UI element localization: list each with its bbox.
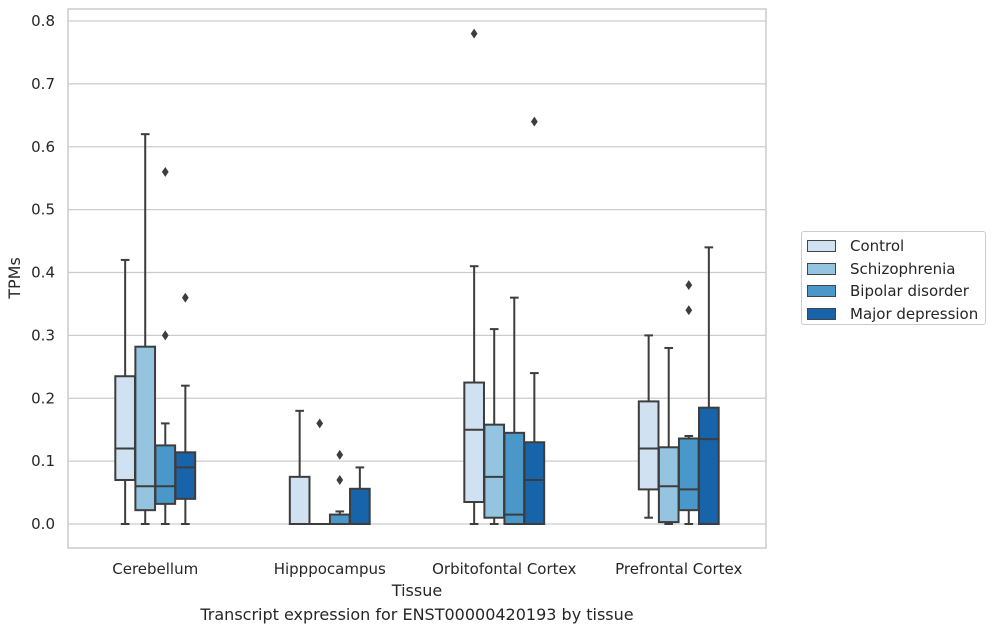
iqr-box — [154, 444, 177, 505]
legend-label-major-depression: Major depression — [850, 305, 979, 324]
box-control-cerebellum — [114, 258, 136, 525]
iqr-box — [657, 446, 680, 524]
iqr-box — [483, 423, 506, 519]
axis-ticks: 0.0 0.1 0.2 0.3 0.4 0.5 0.6 0.7 0.8 Cerebellum Hip… — [31, 12, 742, 578]
legend: Control Schizophrenia Bipolar disorder M… — [801, 231, 986, 325]
y-tick-label: 0.8 — [31, 12, 55, 30]
legend-item-control: Control — [807, 235, 985, 258]
y-tick-label: 0.2 — [31, 389, 55, 407]
legend-swatch-major-depression — [807, 308, 836, 321]
iqr-box — [174, 451, 197, 500]
legend-swatch-bipolar-disorder — [807, 285, 836, 298]
legend-swatch-control — [807, 240, 836, 253]
y-tick-label: 0.1 — [31, 452, 55, 470]
box-bipolar-disorder-cerebellum — [154, 166, 177, 525]
y-tick-label: 0.4 — [31, 264, 55, 282]
iqr-box — [637, 400, 660, 491]
y-tick-label: 0.0 — [31, 515, 55, 533]
y-tick-label: 0.5 — [31, 201, 55, 219]
outlier-point — [336, 475, 344, 485]
outlier-point — [336, 449, 344, 460]
box-plot-series — [114, 28, 720, 526]
y-axis-label: TPMs — [5, 257, 24, 300]
box-major-depression-hipppocampus — [349, 466, 371, 526]
iqr-box — [698, 406, 720, 525]
iqr-box — [114, 375, 136, 481]
legend-item-bipolar-disorder: Bipolar disorder — [807, 280, 985, 303]
x-axis-label: Tissue — [391, 581, 442, 600]
outlier-point — [161, 166, 169, 177]
outlier-point — [316, 418, 324, 429]
box-control-prefrontal-cortex — [637, 334, 660, 519]
box-schizophrenia-hipppocampus — [308, 418, 331, 526]
box-schizophrenia-cerebellum — [134, 133, 157, 525]
box-major-depression-cerebellum — [174, 292, 197, 525]
plot-area-frame — [67, 8, 767, 549]
iqr-box — [503, 431, 526, 525]
box-major-depression-orbitofontal-cortex — [523, 116, 546, 526]
iqr-box — [134, 345, 157, 512]
outlier-point — [685, 280, 693, 291]
outlier-point — [181, 292, 189, 303]
iqr-box — [463, 381, 485, 503]
iqr-box — [288, 475, 311, 525]
x-tick-label: Hipppocampus — [274, 560, 386, 578]
x-tick-label: Prefrontal Cortex — [615, 560, 742, 578]
legend-swatch-schizophrenia — [807, 262, 836, 275]
box-control-orbitofontal-cortex — [463, 28, 485, 525]
legend-item-major-depression: Major depression — [807, 303, 985, 326]
outlier-point — [685, 305, 693, 316]
chart-caption: Transcript expression for ENST0000042019… — [200, 605, 634, 624]
legend-item-schizophrenia: Schizophrenia — [807, 258, 985, 281]
y-tick-label: 0.3 — [31, 326, 55, 344]
y-tick-label: 0.7 — [31, 75, 55, 93]
legend-label-bipolar-disorder: Bipolar disorder — [850, 282, 969, 301]
legend-label-control: Control — [850, 237, 905, 256]
box-bipolar-disorder-orbitofontal-cortex — [503, 296, 526, 525]
box-major-depression-prefrontal-cortex — [698, 246, 720, 525]
iqr-box — [523, 441, 546, 526]
iqr-box — [677, 437, 700, 512]
box-control-hipppocampus — [288, 409, 311, 525]
outlier-point — [161, 330, 169, 341]
outlier-point — [530, 116, 538, 127]
y-tick-label: 0.6 — [31, 138, 55, 156]
outlier-point — [470, 28, 478, 39]
box-schizophrenia-orbitofontal-cortex — [483, 328, 506, 525]
iqr-box — [328, 513, 351, 525]
box-bipolar-disorder-prefrontal-cortex — [677, 280, 700, 525]
box-schizophrenia-prefrontal-cortex — [657, 346, 680, 525]
x-tick-label: Cerebellum — [112, 560, 198, 578]
x-tick-label: Orbitofontal Cortex — [432, 560, 576, 578]
iqr-box — [349, 487, 371, 526]
legend-label-schizophrenia: Schizophrenia — [850, 259, 956, 278]
